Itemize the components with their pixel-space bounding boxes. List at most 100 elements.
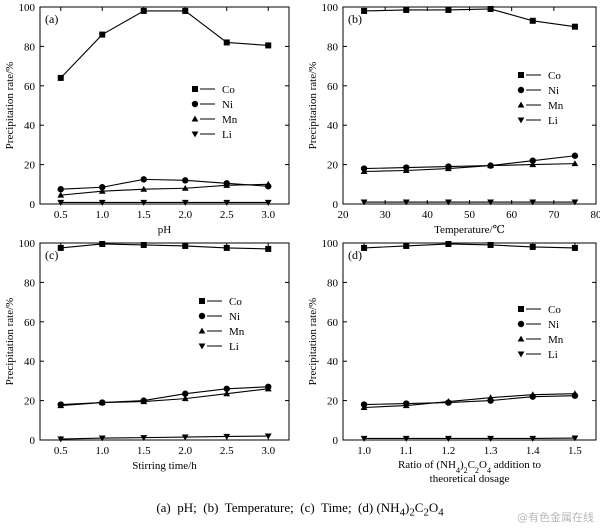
legend-marker-co xyxy=(518,72,524,78)
y-tick-label: 60 xyxy=(327,81,339,93)
y-axis-label: Precipitation rate/% xyxy=(4,298,16,386)
x-axis-label-subscript: 2 xyxy=(475,466,479,475)
data-point-mn xyxy=(360,168,368,175)
legend-label-li: Li xyxy=(548,349,558,361)
y-axis-label: Precipitation rate/% xyxy=(307,62,319,150)
series-line-co xyxy=(60,243,269,250)
data-point-co xyxy=(445,6,452,13)
data-point-mn xyxy=(223,390,231,397)
plot-frame xyxy=(39,6,290,205)
legend-marker-co xyxy=(192,86,198,92)
x-tick-label: 40 xyxy=(422,209,434,221)
y-tick-label: 20 xyxy=(327,160,339,172)
data-point-mn xyxy=(181,395,189,402)
legend-marker-li xyxy=(198,343,206,350)
y-tick-label: 0 xyxy=(30,199,36,211)
y-tick-label: 40 xyxy=(327,356,339,368)
panel-label: (b) xyxy=(348,12,362,26)
data-point-mn xyxy=(445,398,452,405)
legend-marker-ni xyxy=(191,100,199,108)
y-tick-label: 80 xyxy=(327,277,339,289)
legend-label-mn: Mn xyxy=(229,326,245,338)
x-axis-label-part: Ratio of (NH xyxy=(398,459,456,471)
figure-caption: (a) pH; (b) Temperature; (c) Time; (d) (… xyxy=(156,500,444,519)
data-point-ni xyxy=(182,390,189,397)
caption-sub-4: 4 xyxy=(399,506,405,519)
x-tick-label: 50 xyxy=(464,209,476,221)
data-point-ni xyxy=(223,385,230,392)
legend-marker-mn xyxy=(517,101,525,108)
data-point-mn xyxy=(529,391,537,398)
y-tick-label: 20 xyxy=(24,396,36,408)
data-point-co xyxy=(265,245,272,252)
data-point-ni xyxy=(57,186,64,193)
x-tick-label: 60 xyxy=(506,209,518,221)
data-point-co xyxy=(265,42,272,49)
data-point-li xyxy=(57,199,65,206)
data-point-ni xyxy=(182,177,189,184)
data-point-co xyxy=(140,7,147,14)
data-point-ni xyxy=(571,152,579,159)
data-point-co xyxy=(182,7,189,14)
data-point-co xyxy=(57,244,64,251)
y-tick-label: 80 xyxy=(327,41,339,53)
x-tick-label: 20 xyxy=(338,209,350,221)
data-point-mn xyxy=(571,160,579,167)
legend-label-ni: Ni xyxy=(229,311,240,323)
data-point-li xyxy=(445,435,452,442)
legend-label-ni: Ni xyxy=(548,319,559,331)
series-line-co xyxy=(364,8,575,28)
y-tick-label: 0 xyxy=(333,199,339,211)
x-tick-label: 1.5 xyxy=(568,445,582,457)
data-point-mn xyxy=(57,402,65,409)
data-point-mn xyxy=(223,181,231,188)
x-axis-label: Temperature/℃ xyxy=(434,224,505,236)
y-axis-label: Precipitation rate/% xyxy=(4,62,16,150)
data-point-li xyxy=(98,435,106,442)
legend-marker-li xyxy=(517,351,525,358)
legend-label-ni: Ni xyxy=(222,99,233,111)
series-line-mn xyxy=(60,183,269,196)
x-tick-label: 1.0 xyxy=(95,209,109,221)
data-point-co xyxy=(182,242,189,249)
data-point-mn xyxy=(181,184,189,191)
x-tick-label: 2.0 xyxy=(178,209,192,221)
y-tick-label: 20 xyxy=(327,396,339,408)
data-point-li xyxy=(140,435,148,442)
series-line-mn xyxy=(364,163,575,173)
data-point-mn xyxy=(140,398,148,405)
data-point-co xyxy=(140,241,147,248)
data-point-li xyxy=(360,435,368,442)
data-point-li xyxy=(402,435,410,442)
data-point-li xyxy=(264,199,272,206)
data-point-li xyxy=(223,199,231,206)
data-point-mn xyxy=(140,185,148,192)
data-point-ni xyxy=(99,184,106,191)
caption-sub-4b: 4 xyxy=(438,506,444,519)
data-point-co xyxy=(529,243,536,250)
data-point-li xyxy=(57,436,65,443)
data-point-li xyxy=(571,199,579,206)
data-point-co xyxy=(487,5,494,12)
caption-sub-2: 2 xyxy=(409,506,415,519)
data-point-co xyxy=(571,244,578,251)
data-point-li xyxy=(529,435,537,442)
x-tick-label: 1.0 xyxy=(357,445,371,457)
y-tick-label: 40 xyxy=(24,120,36,132)
x-axis-label: Ratio of (NH4)2C2O4 addition to xyxy=(398,459,542,475)
data-point-mn xyxy=(487,394,494,401)
data-point-mn xyxy=(529,161,537,168)
data-point-mn xyxy=(264,180,272,187)
panel-label: (c) xyxy=(45,248,58,262)
x-tick-label: 1.3 xyxy=(484,445,498,457)
x-axis-label-part: addition to xyxy=(491,459,542,471)
series-line-ni xyxy=(60,386,269,406)
x-axis-label-subscript: 4 xyxy=(487,466,491,475)
legend-label-ni: Ni xyxy=(548,85,559,97)
x-tick-label: 1.5 xyxy=(137,445,151,457)
x-axis-label-part: ) xyxy=(460,459,464,471)
data-point-li xyxy=(571,435,579,442)
y-tick-label: 80 xyxy=(24,41,36,53)
legend-marker-li xyxy=(517,117,525,124)
